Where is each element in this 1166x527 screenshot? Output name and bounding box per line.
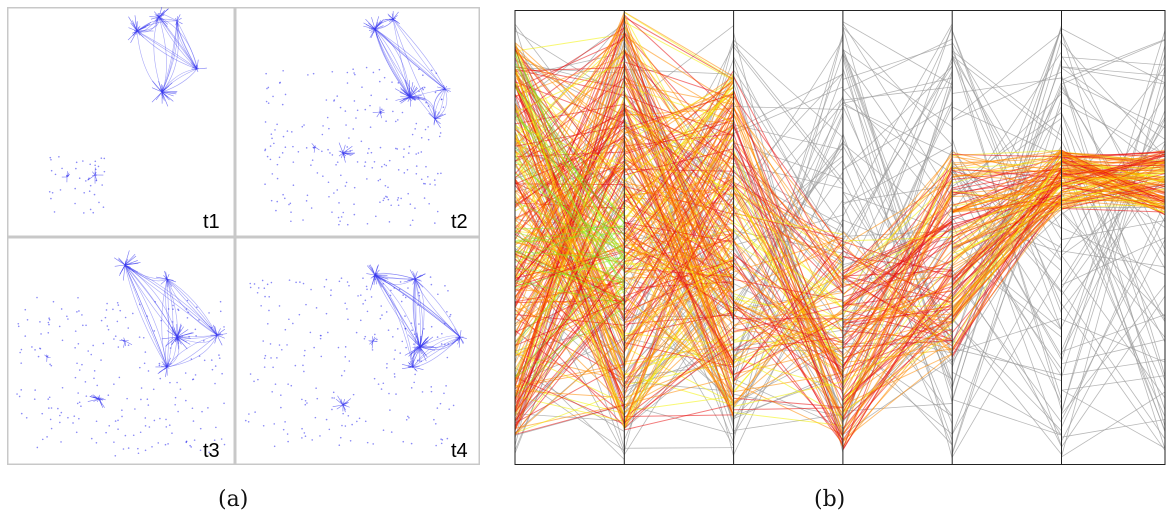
panel-label-t3: t3: [203, 440, 220, 462]
panel-t2: [264, 11, 451, 226]
caption-a: (a): [218, 487, 249, 512]
panel-label-t4: t4: [451, 440, 468, 462]
parallel-coordinates-plot: [514, 10, 1166, 465]
panel-t4: [244, 264, 467, 448]
node-link-small-multiples: t1 t2 t3 t4: [7, 7, 480, 465]
panel-label-t2: t2: [451, 211, 468, 233]
caption-b: (b): [814, 487, 846, 512]
panel-t3: [16, 250, 228, 457]
panel-label-t1: t1: [203, 211, 220, 233]
polyline-bundles: [514, 11, 1166, 460]
panel-t1: [48, 7, 207, 214]
parallel-axes: [514, 10, 1166, 465]
plot-frame: [514, 10, 1166, 465]
